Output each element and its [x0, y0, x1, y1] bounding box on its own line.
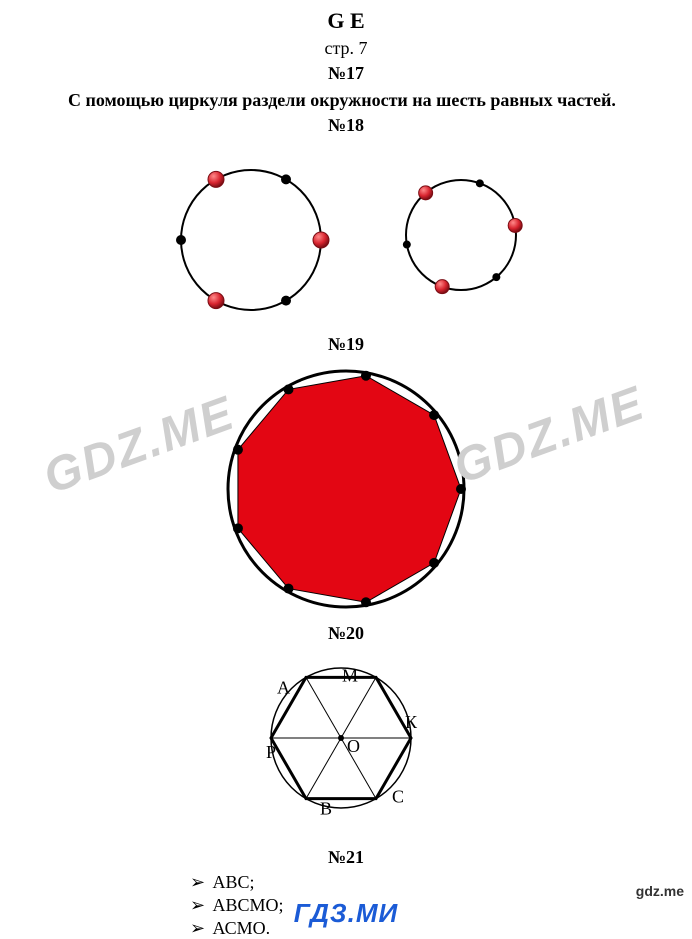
svg-text:А: А	[277, 677, 290, 697]
task20-num: №20	[0, 623, 692, 644]
answer-text: АВС;	[213, 872, 255, 892]
diagram18-row	[0, 140, 692, 330]
diagram20-wrap: О К С В Р А М	[0, 648, 692, 843]
diagram19-wrap	[0, 359, 692, 619]
task17-text: С помощью циркуля раздели окружности на …	[40, 90, 652, 111]
task18-num: №18	[0, 115, 692, 136]
svg-text:К: К	[405, 712, 418, 732]
svg-text:М: М	[342, 665, 358, 685]
bullet-icon: ➢	[190, 872, 208, 893]
svg-text:С: С	[392, 787, 404, 807]
task21-num: №21	[0, 847, 692, 868]
page-title: G E	[0, 8, 692, 34]
svg-text:Р: Р	[266, 742, 276, 762]
answer-line: ➢ АВС;	[190, 872, 692, 893]
corner-brand: gdz.me	[636, 883, 684, 899]
nonagon-diagram	[216, 359, 476, 619]
svg-text:В: В	[320, 799, 332, 819]
task19-num: №19	[0, 334, 692, 355]
page-ref: стр. 7	[0, 38, 692, 59]
circle18-b	[381, 155, 541, 315]
task17-num: №17	[0, 63, 692, 84]
circle18-a	[151, 140, 351, 330]
hexagon-diagram: О К С В Р А М	[246, 648, 446, 843]
svg-text:О: О	[347, 736, 360, 756]
footer-brand: ГДЗ.МИ	[0, 898, 692, 929]
